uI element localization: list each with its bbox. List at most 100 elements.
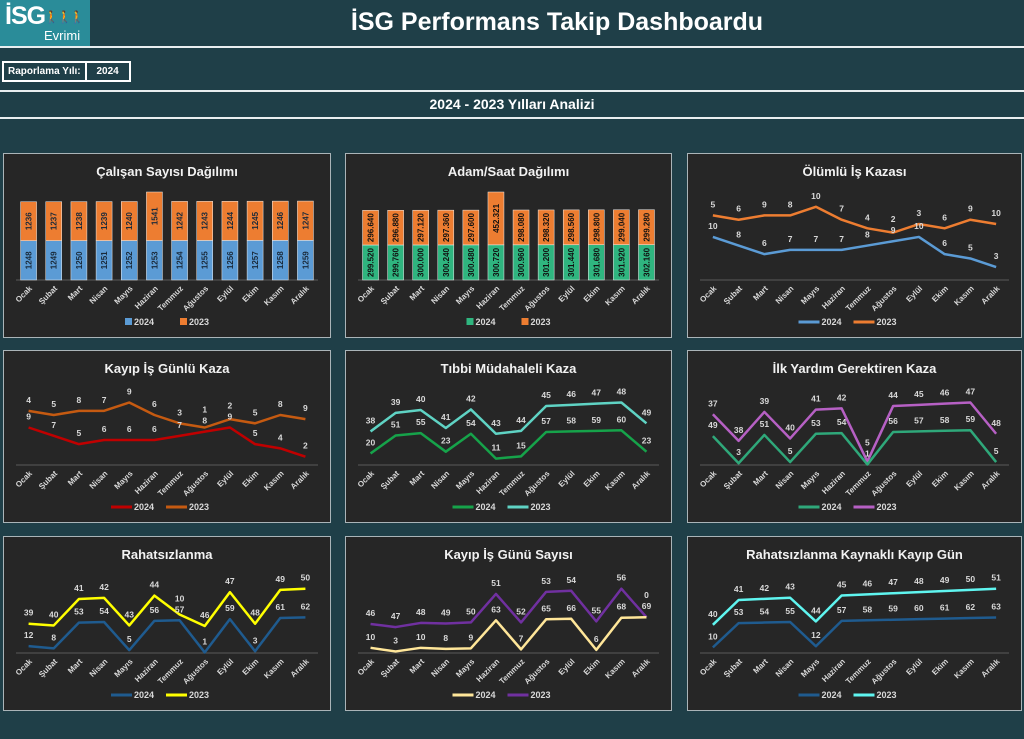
data-label-2023: 44: [811, 605, 821, 615]
data-label: 1236: [25, 212, 34, 230]
x-tick-label: Nisan: [88, 469, 110, 491]
data-label-2023: 45: [837, 579, 847, 589]
x-tick-label: Eylül: [215, 284, 235, 304]
x-tick-label: Temmuz: [498, 469, 527, 498]
data-label-2024: 62: [301, 601, 311, 611]
x-tick-label: Mart: [408, 284, 427, 303]
data-label-2023: 51: [991, 573, 1001, 583]
data-label-2024: 6: [594, 634, 599, 644]
x-tick-label: Ekim: [582, 657, 602, 677]
legend-label-2023: 2023: [531, 502, 551, 512]
x-tick-label: Mart: [66, 657, 85, 676]
chart-svg: Kayıp İş Günü Sayısı 10 46 3 47 10 48 8 49 9 50 63 5…: [356, 547, 659, 700]
x-tick-label: Şubat: [379, 284, 401, 306]
data-label: 297.120: [417, 213, 426, 242]
data-label-2023: 48: [617, 387, 627, 397]
data-label: 1246: [276, 211, 285, 229]
data-label-2024: 54: [837, 417, 847, 427]
data-label-2023: 10: [991, 208, 1001, 218]
report-year-box: Raporlama Yılı: 2024: [2, 61, 131, 82]
data-label-2023: 40: [785, 422, 795, 432]
report-year-input[interactable]: 2024: [84, 63, 129, 80]
chart-panel-kay-p-i-g-nl-kaza: Kayıp İş Günlü Kaza 9 4 7 5 5 8 6 7 6 9 6 6 7 3 8 1 9 2 5 5 4…: [3, 350, 331, 523]
x-tick-label: Aralık: [289, 284, 311, 306]
x-tick-label: Mayıs: [799, 469, 821, 491]
x-tick-label: Mart: [751, 469, 770, 488]
x-tick-label: Ocak: [356, 284, 377, 305]
data-label-2023: 42: [99, 582, 109, 592]
x-tick-label: Şubat: [722, 657, 744, 679]
x-tick-label: Ocak: [356, 657, 377, 678]
series-line-2023: [711, 401, 998, 463]
x-tick-label: Ocak: [14, 284, 35, 305]
x-tick-label: Temmuz: [844, 469, 873, 498]
data-label-2024: 10: [914, 221, 924, 231]
x-tick-label: Ekim: [930, 657, 950, 677]
data-label-2024: 54: [99, 606, 109, 616]
data-label: 1248: [25, 251, 34, 269]
data-label-2023: 5: [51, 399, 56, 409]
x-tick-label: Ekim: [582, 284, 602, 304]
data-label: 301.920: [617, 247, 626, 276]
data-label-2023: 56: [617, 573, 627, 583]
bar-2023: [362, 210, 379, 246]
legend-label-2023: 2023: [877, 690, 897, 700]
chart-title: Adam/Saat Dağılımı: [448, 164, 569, 179]
data-label-2024: 3: [393, 635, 398, 645]
data-label: 299.760: [392, 247, 401, 276]
data-label-2023: 8: [788, 199, 793, 209]
logo-subtext: Evrimi: [44, 28, 81, 43]
data-label: 1253: [150, 251, 159, 269]
x-tick-label: Nisan: [429, 469, 451, 491]
data-label-2024: 62: [966, 602, 976, 612]
data-label-2024: 53: [74, 607, 84, 617]
data-label: 301.440: [567, 247, 576, 276]
data-label-2024: 7: [177, 420, 182, 430]
x-tick-label: Nisan: [774, 469, 796, 491]
data-label-2023: 41: [734, 584, 744, 594]
bar-2023: [45, 201, 62, 241]
data-label: 1252: [125, 251, 134, 269]
data-label-2024: 10: [708, 221, 718, 231]
x-tick-label: Aralık: [979, 284, 1001, 306]
data-label-2024: 8: [865, 230, 870, 240]
x-tick-label: Nisan: [429, 284, 451, 306]
data-label-2023: 46: [566, 389, 576, 399]
chart-svg: İlk Yardım Gerektiren Kaza49373385139540…: [698, 361, 1009, 512]
x-tick-label: Kasım: [603, 469, 626, 492]
x-tick-label: Ağustos: [523, 284, 552, 313]
data-label: 301.680: [592, 247, 601, 276]
chart-title: Ölümlü İş Kazası: [802, 164, 906, 179]
x-tick-label: Nisan: [88, 284, 110, 306]
data-label-2023: 47: [966, 387, 976, 397]
legend-label-2024: 2024: [134, 317, 154, 327]
data-label-2023: 47: [391, 611, 401, 621]
data-label-2024: 56: [150, 605, 160, 615]
data-label-2023: 49: [940, 575, 950, 585]
x-tick-label: Mayıs: [799, 284, 821, 306]
chart-panel-i-lk-yard-m-gerektiren-kaza: İlk Yardım Gerektiren Kaza 49 37 3 38 51 39 5 40…: [687, 350, 1022, 523]
legend-swatch-2024: [466, 318, 474, 325]
data-label-2024: 53: [734, 607, 744, 617]
data-label-2023: 39: [391, 397, 401, 407]
x-tick-label: Ocak: [356, 469, 377, 490]
data-label-2023: 2: [891, 214, 896, 224]
data-label: 1239: [100, 212, 109, 230]
chart-panel-adam-saat-da-l-m: Adam/Saat Dağılımı 299.520 296.640 299.760 2…: [345, 153, 672, 338]
data-label: 299.520: [367, 247, 376, 276]
data-label-2023: 6: [152, 399, 157, 409]
data-label-2023: 51: [491, 578, 501, 588]
legend-label-2024: 2024: [134, 690, 154, 700]
x-tick-label: Kasım: [952, 469, 975, 492]
legend-label-2023: 2023: [189, 502, 209, 512]
x-tick-label: Mart: [66, 469, 85, 488]
bar-2023: [146, 191, 163, 241]
series-line-2024: [711, 428, 998, 466]
data-label-2024: 12: [811, 630, 821, 640]
data-label: 1238: [75, 212, 84, 230]
data-label-2024: 63: [491, 604, 501, 614]
data-label-2024: 3: [736, 447, 741, 457]
data-label: 1259: [301, 251, 310, 269]
data-label: 1237: [50, 212, 59, 230]
legend-label-2024: 2024: [134, 502, 154, 512]
